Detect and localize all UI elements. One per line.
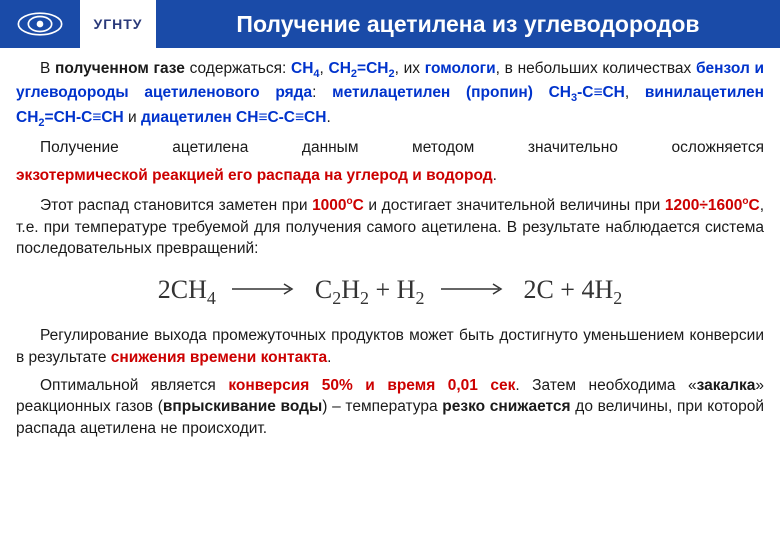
paragraph-3: Этот распад становится заметен при 1000о… — [16, 195, 764, 260]
text: . — [326, 109, 330, 126]
text: содержаться: — [185, 60, 291, 77]
text: . Затем необходима « — [515, 377, 696, 394]
text: ) – температура — [322, 398, 442, 415]
reaction-equation: 2CH4 C2H2 + H2 2C + 4H2 — [16, 272, 764, 311]
formula: CH2=CH2 — [329, 60, 395, 77]
text: , — [625, 84, 645, 101]
bold-text: полученном газе — [55, 60, 185, 77]
highlight: снижения времени контакта — [111, 349, 327, 366]
text: Получение ацетилена данным методом значи… — [40, 139, 764, 156]
highlight: конверсия 50% и время 0,01 сек — [228, 377, 515, 394]
text: , — [320, 60, 329, 77]
text: : — [312, 84, 332, 101]
text: и — [124, 109, 141, 126]
term: диацетилен CH≡C-C≡CH — [141, 109, 326, 126]
text: Оптимальной является — [40, 377, 228, 394]
paragraph-2: Получение ацетилена данным методом значи… — [16, 137, 764, 159]
text: Этот распад становится заметен при — [40, 197, 312, 214]
paragraph-5: Оптимальной является конверсия 50% и вре… — [16, 375, 764, 440]
paragraph-4: Регулирование выхода промежуточных проду… — [16, 325, 764, 368]
header: УГНТУ Получение ацетилена из углеводород… — [0, 0, 780, 48]
temp: 1000оС — [312, 197, 364, 214]
eye-logo-icon — [15, 10, 65, 38]
arrow-icon — [439, 270, 509, 306]
bold-text: резко снижается — [442, 398, 570, 415]
arrow-icon — [230, 270, 300, 306]
paragraph-2b: экзотермической реакцией его распада на … — [16, 165, 764, 187]
highlight: экзотермической реакцией его распада на … — [16, 167, 493, 184]
text: . — [493, 167, 497, 184]
bold-text: впрыскивание воды — [163, 398, 322, 415]
university-label: УГНТУ — [80, 0, 156, 48]
page-title: Получение ацетилена из углеводородов — [156, 0, 780, 48]
text: . — [327, 349, 331, 366]
paragraph-1: В полученном газе содержаться: CH4, CH2=… — [16, 58, 764, 131]
term: метилацетилен (пропин) CH3-C≡CH — [332, 84, 625, 101]
formula: CH4 — [291, 60, 320, 77]
logo-box — [0, 0, 80, 48]
text: , их — [395, 60, 425, 77]
text: и достигает значительной величины при — [364, 197, 665, 214]
text: , в небольших количествах — [496, 60, 696, 77]
term: гомологи — [425, 60, 496, 77]
text: В — [40, 60, 55, 77]
bold-text: закалка — [697, 377, 756, 394]
content: В полученном газе содержаться: CH4, CH2=… — [0, 48, 780, 454]
temp: 1200÷1600оС — [665, 197, 760, 214]
